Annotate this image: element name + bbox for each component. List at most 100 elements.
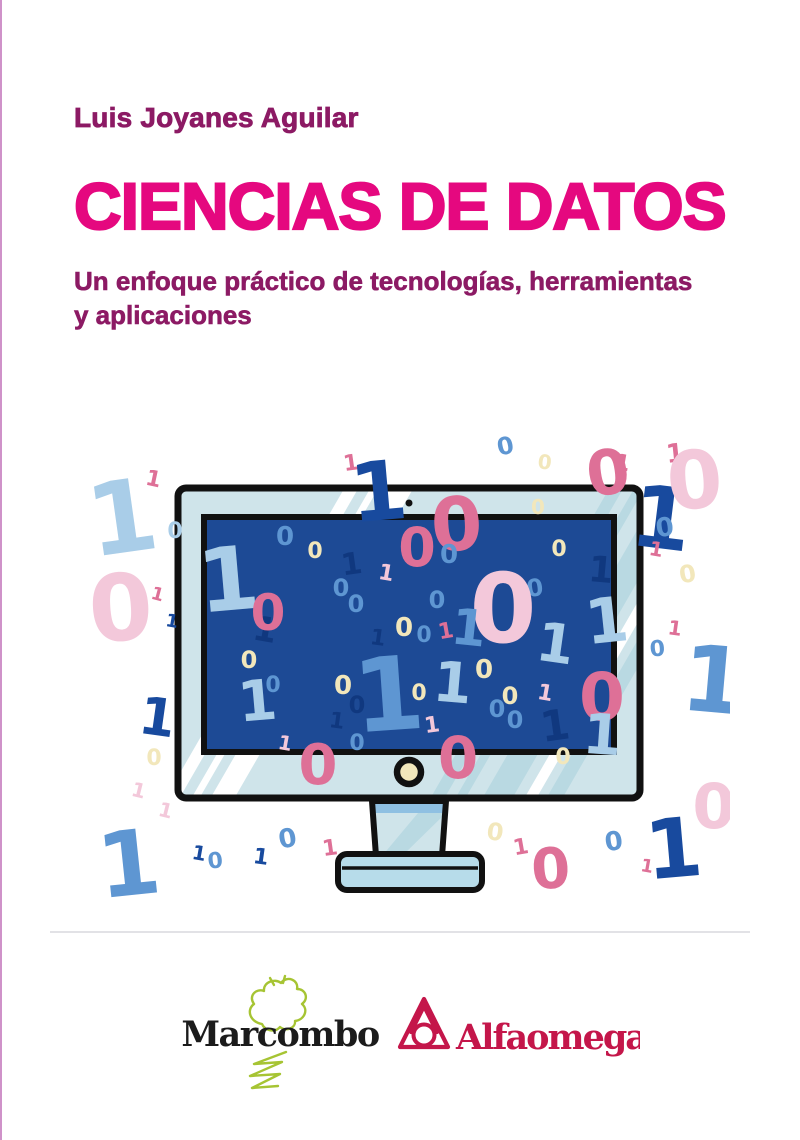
binary-digit: 0	[692, 770, 730, 843]
binary-digit: 0	[167, 519, 182, 544]
binary-digit: 0	[429, 586, 446, 614]
monitor-base	[335, 851, 485, 893]
binary-digit: 0	[307, 539, 322, 564]
alfaomega-wordmark: Alfaomega	[455, 1017, 640, 1058]
binary-digit: 0	[507, 706, 524, 734]
binary-digit: 1	[677, 625, 730, 737]
book-subtitle-line1: Un enfoque práctico de tecnologías, herr…	[74, 266, 693, 297]
binary-digit: 0	[489, 695, 506, 723]
binary-digit: 0	[206, 848, 224, 874]
binary-digit: 0	[531, 495, 545, 519]
binary-digit: 1	[321, 835, 340, 862]
binary-digit: 1	[448, 597, 489, 658]
binary-digit: 1	[235, 667, 279, 735]
binary-digit: 1	[639, 855, 655, 878]
binary-digit: 1	[647, 536, 665, 562]
binary-digit: 1	[626, 466, 698, 573]
publisher-logos: Marcombo Alfaomega	[181, 974, 640, 1090]
binary-digit: 0	[251, 584, 286, 642]
binary-digit: 0	[438, 724, 478, 792]
binary-digit: 1	[190, 840, 208, 866]
book-subtitle: Un enfoque práctico de tecnologías, herr…	[74, 264, 744, 332]
binary-digit: 1	[149, 583, 167, 607]
binary-digit: 0	[429, 481, 485, 570]
binary-digit: 1	[349, 634, 428, 758]
binary-digit: 0	[582, 434, 635, 512]
monitor-screen	[201, 514, 617, 755]
binary-digit: 0	[677, 559, 698, 589]
binary-digit: 1	[533, 610, 579, 678]
binary-digit: 0	[440, 540, 458, 570]
binary-digit: 0	[502, 682, 519, 710]
binary-digit: 0	[475, 655, 493, 685]
binary-digit: 1	[143, 466, 163, 494]
binary-digit: 0	[525, 573, 545, 603]
binary-digit: 0	[85, 553, 156, 664]
binary-digit: 0	[551, 537, 566, 562]
binary-digit: 0	[416, 623, 431, 648]
binary-digit: 1	[423, 712, 442, 739]
camera-dot-icon	[405, 499, 413, 507]
binary-digit: 1	[328, 708, 347, 735]
marcombo-logo: Marcombo	[181, 974, 380, 1090]
binary-digit: 0	[276, 823, 299, 856]
alfaomega-logo: Alfaomega	[397, 996, 640, 1058]
binary-digit: 0	[579, 659, 625, 736]
binary-digit: 0	[348, 590, 365, 618]
binary-digit: 1	[587, 549, 616, 592]
binary-digit: 0	[485, 817, 505, 847]
binary-digit: 1	[511, 834, 530, 861]
cover-edge-line	[0, 0, 2, 1140]
binary-digit: 1	[193, 526, 263, 634]
binary-digit: 1	[156, 797, 175, 824]
binary-digit: 1	[276, 730, 294, 756]
binary-digit: 1	[436, 618, 455, 645]
binary-digit: 1	[430, 649, 474, 717]
binary-digit: 0	[146, 746, 161, 771]
binary-digit: 1	[252, 844, 271, 871]
binary-digit: 1	[135, 686, 179, 750]
binary-digit: 0	[494, 431, 516, 462]
binary-digit: 1	[80, 455, 165, 581]
binary-digit: 1	[665, 438, 686, 470]
binary-digit: 0	[349, 731, 364, 756]
binary-digit: 0	[537, 449, 553, 474]
binary-digit: 0	[603, 826, 625, 858]
binary-digit: 0	[649, 636, 666, 662]
binary-digit: 1	[346, 443, 411, 543]
binary-digit: 1	[92, 809, 165, 900]
binary-digit: 0	[529, 836, 572, 900]
binary-digit: 0	[333, 574, 350, 602]
binary-digit: 0	[398, 516, 436, 579]
binary-digit: 1	[376, 560, 395, 587]
marcombo-wordmark: Marcombo	[181, 1014, 379, 1055]
binary-digit: 1	[581, 582, 632, 659]
binary-digit: 0	[395, 613, 413, 643]
book-title: CIENCIAS DE DATOS	[73, 168, 728, 244]
binary-digit: 0	[663, 432, 727, 529]
binary-digit: 1	[666, 615, 683, 641]
binary-digit: 1	[535, 680, 554, 707]
binary-digit: 0	[470, 553, 537, 665]
binary-digit: 1	[342, 450, 361, 477]
binary-digit: 1	[164, 610, 180, 633]
author-name: Luis Joyanes Aguilar	[74, 102, 359, 134]
binary-digit: 0	[411, 681, 426, 706]
footer-divider	[50, 931, 750, 933]
binary-digit: 0	[654, 512, 676, 544]
binary-digit: 1	[612, 450, 631, 477]
marcombo-tree-icon	[248, 974, 308, 1090]
binary-digit: 0	[334, 671, 352, 701]
binary-digit: 0	[241, 646, 258, 674]
book-subtitle-line2: y aplicaciones	[74, 300, 252, 331]
binary-digit: 1	[129, 777, 148, 804]
power-button-icon	[393, 756, 425, 788]
binary-digit: 0	[265, 673, 280, 698]
alfaomega-triangle-icon	[397, 996, 451, 1050]
binary-digit: 0	[276, 522, 294, 552]
binary-digit: 0	[299, 733, 338, 798]
binary-digit: 0	[555, 745, 570, 770]
